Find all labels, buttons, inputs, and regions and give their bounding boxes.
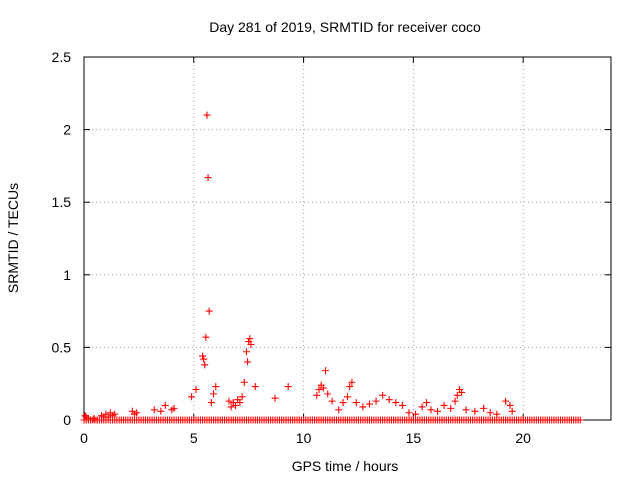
data-point bbox=[246, 335, 254, 343]
data-point bbox=[493, 410, 501, 418]
data-point bbox=[207, 399, 215, 407]
y-axis-label: SRMTID / TECUs bbox=[5, 183, 21, 293]
data-point bbox=[319, 384, 327, 392]
data-point bbox=[240, 378, 248, 386]
data-point bbox=[365, 400, 373, 408]
data-point bbox=[453, 391, 461, 399]
data-point bbox=[418, 403, 426, 411]
data-point bbox=[104, 413, 112, 421]
data-point bbox=[506, 401, 514, 409]
data-point bbox=[359, 403, 367, 411]
data-point bbox=[81, 412, 89, 420]
data-point bbox=[161, 401, 169, 409]
data-point bbox=[90, 415, 98, 423]
data-point bbox=[447, 404, 455, 412]
data-point bbox=[462, 406, 470, 414]
data-point bbox=[200, 355, 208, 363]
data-point bbox=[202, 333, 210, 341]
data-point bbox=[199, 352, 207, 360]
data-point bbox=[372, 397, 380, 405]
x-tick-label: 20 bbox=[515, 430, 531, 446]
data-point bbox=[412, 410, 420, 418]
data-point bbox=[212, 383, 220, 391]
y-tick-labels: 0 0.5 1 1.5 2 2.5 bbox=[52, 49, 72, 428]
data-point bbox=[458, 388, 466, 396]
data-point bbox=[201, 361, 209, 369]
data-point bbox=[93, 416, 101, 424]
data-point bbox=[251, 383, 259, 391]
data-point bbox=[188, 393, 196, 401]
data-point bbox=[170, 404, 178, 412]
data-point bbox=[508, 407, 516, 415]
data-point bbox=[242, 348, 250, 356]
plot-frame bbox=[83, 56, 612, 421]
data-point bbox=[339, 399, 347, 407]
chart-title: Day 281 of 2019, SRMTID for receiver coc… bbox=[209, 19, 481, 35]
data-point bbox=[315, 386, 323, 394]
x-axis-label: GPS time / hours bbox=[292, 458, 399, 474]
data-point bbox=[205, 307, 213, 315]
data-point bbox=[346, 383, 354, 391]
axis-ticks bbox=[83, 56, 611, 421]
data-point bbox=[203, 111, 211, 119]
data-point bbox=[486, 409, 494, 417]
data-point bbox=[471, 407, 479, 415]
y-tick-label: 1.5 bbox=[52, 194, 72, 210]
data-point bbox=[392, 399, 400, 407]
data-point bbox=[398, 401, 406, 409]
data-point bbox=[204, 174, 212, 182]
data-point bbox=[133, 409, 141, 417]
data-point bbox=[157, 407, 165, 415]
data-point bbox=[150, 406, 158, 414]
x-tick-label: 10 bbox=[296, 430, 312, 446]
data-point bbox=[344, 393, 351, 401]
data-point bbox=[385, 396, 393, 404]
data-point bbox=[423, 399, 431, 407]
data-point bbox=[352, 399, 360, 407]
y-tick-label: 2.5 bbox=[52, 49, 72, 65]
data-point bbox=[87, 416, 95, 424]
baseline-points bbox=[80, 416, 584, 424]
data-point bbox=[247, 340, 255, 348]
data-point bbox=[440, 401, 448, 409]
data-point bbox=[313, 391, 321, 399]
x-tick-labels: 0 5 10 15 20 bbox=[80, 430, 531, 446]
data-point bbox=[480, 404, 488, 412]
data-point bbox=[284, 383, 292, 391]
data-point bbox=[324, 390, 332, 398]
y-tick-label: 1 bbox=[63, 267, 71, 283]
data-point bbox=[434, 407, 442, 415]
x-tick-label: 5 bbox=[190, 430, 198, 446]
y-tick-label: 0 bbox=[63, 412, 71, 428]
data-point bbox=[271, 394, 279, 402]
data-point bbox=[236, 399, 244, 407]
data-point bbox=[451, 397, 459, 405]
x-tick-label: 15 bbox=[406, 430, 422, 446]
grid bbox=[84, 57, 611, 420]
data-point bbox=[427, 406, 435, 414]
baseline-point bbox=[576, 416, 584, 424]
data-point bbox=[244, 358, 252, 366]
x-tick-label: 0 bbox=[80, 430, 88, 446]
data-point bbox=[328, 397, 336, 405]
data-point bbox=[238, 393, 246, 401]
data-point bbox=[111, 410, 119, 418]
data-point bbox=[322, 367, 330, 375]
data-point bbox=[348, 378, 356, 386]
data-point bbox=[227, 403, 235, 411]
data-points bbox=[81, 111, 516, 424]
data-point bbox=[379, 391, 387, 399]
y-tick-label: 0.5 bbox=[52, 339, 72, 355]
y-tick-label: 2 bbox=[63, 122, 71, 138]
data-point bbox=[502, 397, 510, 405]
data-point bbox=[335, 406, 343, 414]
data-point bbox=[232, 401, 240, 409]
data-point bbox=[192, 386, 200, 394]
data-point bbox=[405, 409, 413, 417]
data-point bbox=[225, 397, 233, 405]
data-point bbox=[210, 390, 218, 398]
